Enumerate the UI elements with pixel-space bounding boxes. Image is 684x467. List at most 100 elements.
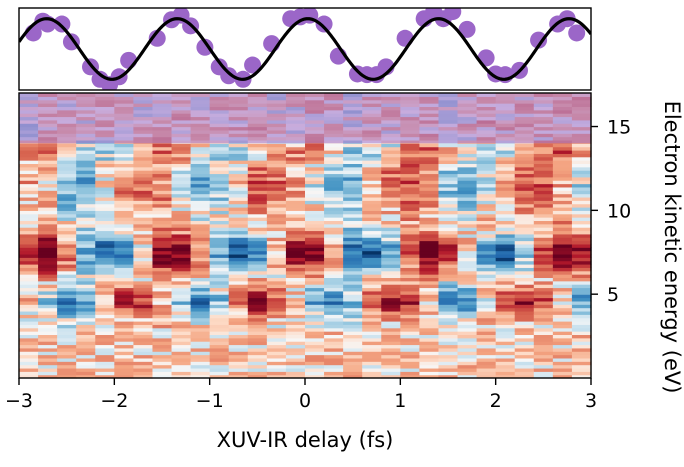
heatmap-cell <box>133 287 154 292</box>
heatmap-cell <box>305 217 325 222</box>
heatmap-cell <box>38 374 58 379</box>
heatmap-cell <box>114 220 134 225</box>
heatmap-cell <box>552 207 573 211</box>
heatmap-cell <box>533 166 554 171</box>
heatmap-cell <box>228 143 249 148</box>
heatmap-cell <box>438 331 459 336</box>
heatmap-cell <box>152 267 173 272</box>
heatmap-cell <box>76 294 96 299</box>
heatmap-cell <box>133 294 154 299</box>
heatmap-cell <box>438 321 459 325</box>
heatmap-cell <box>324 193 344 198</box>
heatmap-cell <box>571 170 592 175</box>
heatmap-cell <box>438 143 459 148</box>
heatmap-cell <box>152 371 173 376</box>
heatmap-cell <box>400 196 420 201</box>
heatmap-cell <box>228 156 249 161</box>
heatmap-cell <box>285 354 306 359</box>
heatmap-cell <box>247 354 268 359</box>
heatmap-cell <box>533 327 554 332</box>
heatmap-cell <box>152 186 173 191</box>
heatmap-cell <box>247 277 268 282</box>
heatmap-cell <box>228 314 249 319</box>
heatmap-cell <box>114 230 134 235</box>
heatmap-cell <box>266 170 287 175</box>
heatmap-cell <box>247 361 268 366</box>
heatmap-cell <box>209 347 230 352</box>
heatmap-cell <box>438 240 459 245</box>
heatmap-cell <box>228 277 249 282</box>
heatmap-cell <box>533 227 554 232</box>
heatmap-cell <box>457 166 478 171</box>
heatmap-cell <box>152 327 173 332</box>
heatmap-cell <box>114 240 134 245</box>
heatmap-cell <box>495 267 516 272</box>
heatmap-cell <box>152 200 173 205</box>
heatmap-cell <box>114 237 134 242</box>
heatmap-cell <box>438 170 459 175</box>
heatmap-cell <box>133 364 154 369</box>
heatmap-cell <box>57 190 77 195</box>
data-point <box>53 15 71 33</box>
heatmap-cell <box>400 344 420 349</box>
heatmap-cell <box>495 327 516 332</box>
heatmap-cell <box>228 210 249 215</box>
heatmap-cell <box>209 176 230 181</box>
heatmap-cell <box>571 220 592 225</box>
heatmap-cell <box>438 304 459 309</box>
heatmap-cell <box>343 284 363 289</box>
heatmap-cell <box>228 361 249 366</box>
heatmap-cell <box>152 297 173 302</box>
heatmap-cell <box>95 314 115 319</box>
heatmap-cell <box>171 274 192 279</box>
heatmap-cell <box>247 193 268 198</box>
heatmap-cell <box>209 337 230 342</box>
heatmap-cell <box>457 371 478 376</box>
heatmap-cell <box>209 217 230 222</box>
heatmap-cell <box>95 267 115 272</box>
heatmap-cell <box>133 371 154 376</box>
heatmap-cell <box>114 176 134 181</box>
heatmap-cell <box>38 193 58 198</box>
heatmap-cell <box>95 150 115 154</box>
heatmap-cell <box>552 314 573 319</box>
heatmap-cell <box>266 294 287 299</box>
heatmap-cell <box>171 220 192 225</box>
heatmap-cell <box>190 300 211 305</box>
heatmap-cell <box>533 213 554 218</box>
heatmap-cell <box>285 310 306 315</box>
heatmap-cell <box>571 284 592 289</box>
heatmap-cell <box>57 347 77 352</box>
heatmap-cell <box>362 210 382 215</box>
heatmap-cell <box>209 243 230 248</box>
heatmap-cell <box>95 287 115 292</box>
heatmap-cell <box>438 213 459 218</box>
heatmap-cell <box>514 176 535 181</box>
heatmap-cell <box>133 310 154 315</box>
heatmap-cell <box>514 227 535 232</box>
heatmap-cell <box>95 213 115 218</box>
heatmap-cell <box>457 264 478 268</box>
heatmap-cell <box>38 327 58 332</box>
heatmap-cell <box>228 274 249 279</box>
heatmap-cell <box>457 233 478 238</box>
heatmap-cell <box>343 290 363 295</box>
heatmap-cell <box>400 153 420 158</box>
heatmap-cell <box>57 277 77 282</box>
heatmap-cell <box>419 143 440 148</box>
heatmap-cell <box>552 304 573 309</box>
heatmap-cell <box>171 247 192 252</box>
heatmap-cell <box>495 284 516 289</box>
heatmap-cell <box>343 280 363 285</box>
heatmap-cell <box>438 150 459 154</box>
heatmap-cell <box>57 327 77 332</box>
heatmap-cell <box>190 297 211 302</box>
heatmap-cell <box>209 297 230 302</box>
heatmap-cell <box>305 277 325 282</box>
heatmap-cell <box>552 264 573 268</box>
heatmap-cell <box>171 176 192 181</box>
heatmap-cell <box>57 223 77 228</box>
heatmap-cell <box>152 270 173 275</box>
heatmap-cell <box>133 223 154 228</box>
heatmap-cell <box>57 364 77 369</box>
